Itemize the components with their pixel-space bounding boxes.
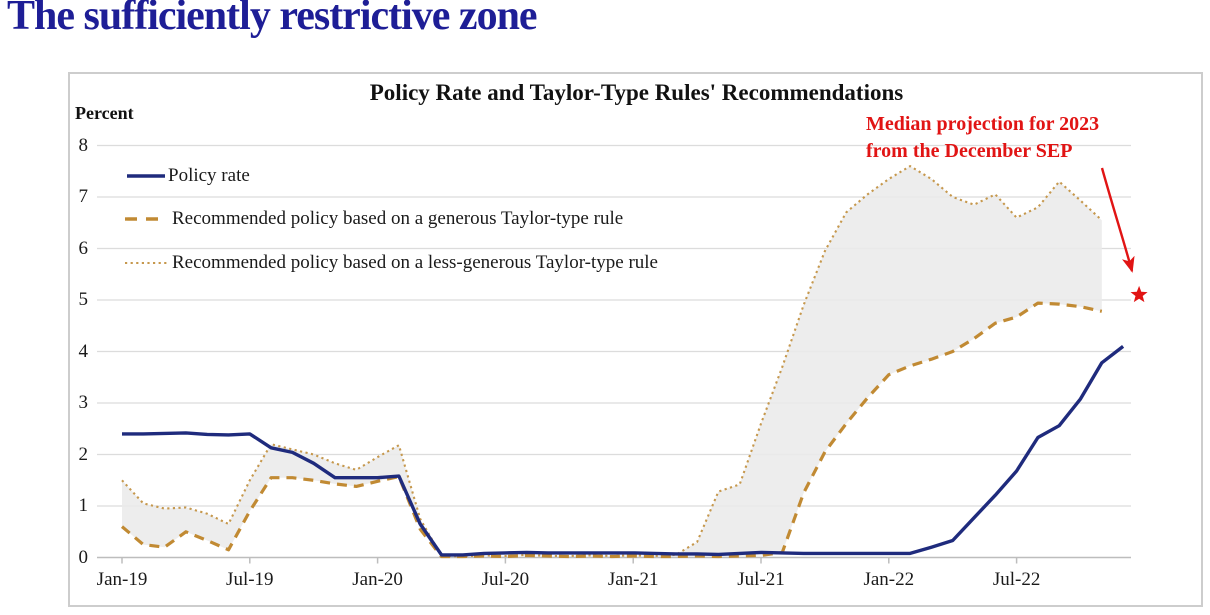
generous-rule-dashed-swatch-icon [125,217,167,221]
sep-projection-annotation: Median projection for 2023 from the Dece… [866,111,1166,165]
y-tick-label-2: 2 [78,443,89,465]
generous-rule-line [120,301,1103,559]
y-tick-label-5: 5 [78,289,89,310]
annotation-line-1: Median projection for 2023 [866,113,1100,135]
x-tick-label-Jan-22: Jan-22 [863,569,915,590]
x-tick-label-Jan-20: Jan-20 [352,569,403,590]
legend-label-generous-rule: Recommended policy based on a generous T… [172,208,624,229]
legend-label-less-generous-rule: Recommended policy based on a less-gener… [172,252,658,273]
policy-rate-line-swatch-icon [127,174,165,178]
page-title: The sufficiently restrictive zone [7,0,538,39]
chart-title: Policy Rate and Taylor-Type Rules' Recom… [369,80,904,105]
x-tick-label-Jul-20: Jul-20 [481,569,530,590]
chart-card [68,72,1203,607]
y-tick-label-4: 4 [78,340,89,362]
y-axis-title: Percent [75,103,134,123]
less-generous-rule-dotted-swatch-icon [125,261,167,265]
y-tick-label-8: 8 [78,134,89,156]
annotation-arrow-icon [1100,167,1135,273]
y-tick-label-7: 7 [78,186,89,207]
legend-label-policy-rate: Policy rate [168,165,250,186]
y-tick-label-1: 1 [78,495,89,516]
x-tick-label-Jan-21: Jan-21 [607,569,659,590]
x-tick-label-Jan-19: Jan-19 [96,569,148,590]
x-tick-label-Jul-21: Jul-21 [737,569,785,590]
y-tick-label-6: 6 [78,237,89,259]
policy-rate-line [122,345,1125,557]
annotation-line-2: from the December SEP [866,140,1073,162]
y-tick-label-0: 0 [78,546,89,568]
x-tick-label-Jul-22: Jul-22 [992,569,1041,590]
y-tick-label-3: 3 [78,392,89,413]
sep-projection-star-icon [1130,285,1148,303]
x-tick-label-Jul-19: Jul-19 [226,569,274,590]
recommendation-band [122,166,1102,557]
